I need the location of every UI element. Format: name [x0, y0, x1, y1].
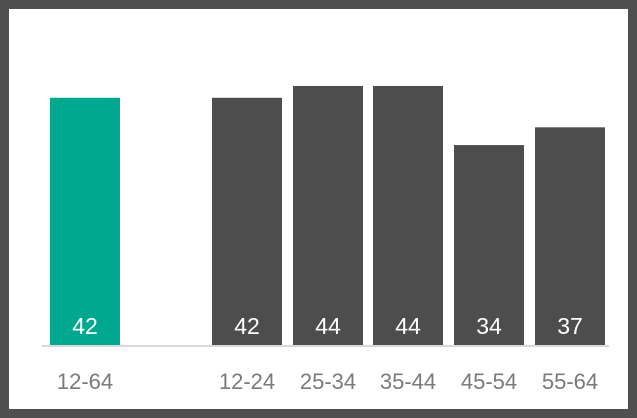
category-labels-layer: 12-64 12-24 25-34 35-44 45-54 55-64 — [57, 369, 598, 394]
value-labels-layer: 42 42 44 44 34 37 — [72, 313, 583, 339]
value-label-45-54: 34 — [476, 313, 502, 339]
value-label-12-64: 42 — [72, 313, 98, 339]
bar-25-34 — [293, 85, 363, 347]
bar-55-64 — [535, 127, 605, 346]
value-label-25-34: 44 — [315, 313, 341, 339]
category-label-45-54: 45-54 — [461, 369, 517, 394]
category-label-35-44: 35-44 — [380, 369, 436, 394]
bars-layer — [50, 85, 605, 347]
bar-12-64 — [50, 97, 120, 346]
bar-chart: 42 42 44 44 34 37 12-64 12-24 25-34 35-44 45-54 55… — [42, 85, 609, 394]
bar-45-54 — [454, 145, 524, 346]
category-label-12-64: 12-64 — [57, 369, 113, 394]
category-label-55-64: 55-64 — [542, 369, 598, 394]
category-label-25-34: 25-34 — [300, 369, 356, 394]
value-label-12-24: 42 — [234, 313, 260, 339]
bar-35-44 — [373, 85, 443, 347]
category-label-12-24: 12-24 — [219, 369, 275, 394]
value-label-35-44: 44 — [395, 313, 421, 339]
value-label-55-64: 37 — [557, 313, 583, 339]
bar-12-24 — [212, 97, 282, 346]
